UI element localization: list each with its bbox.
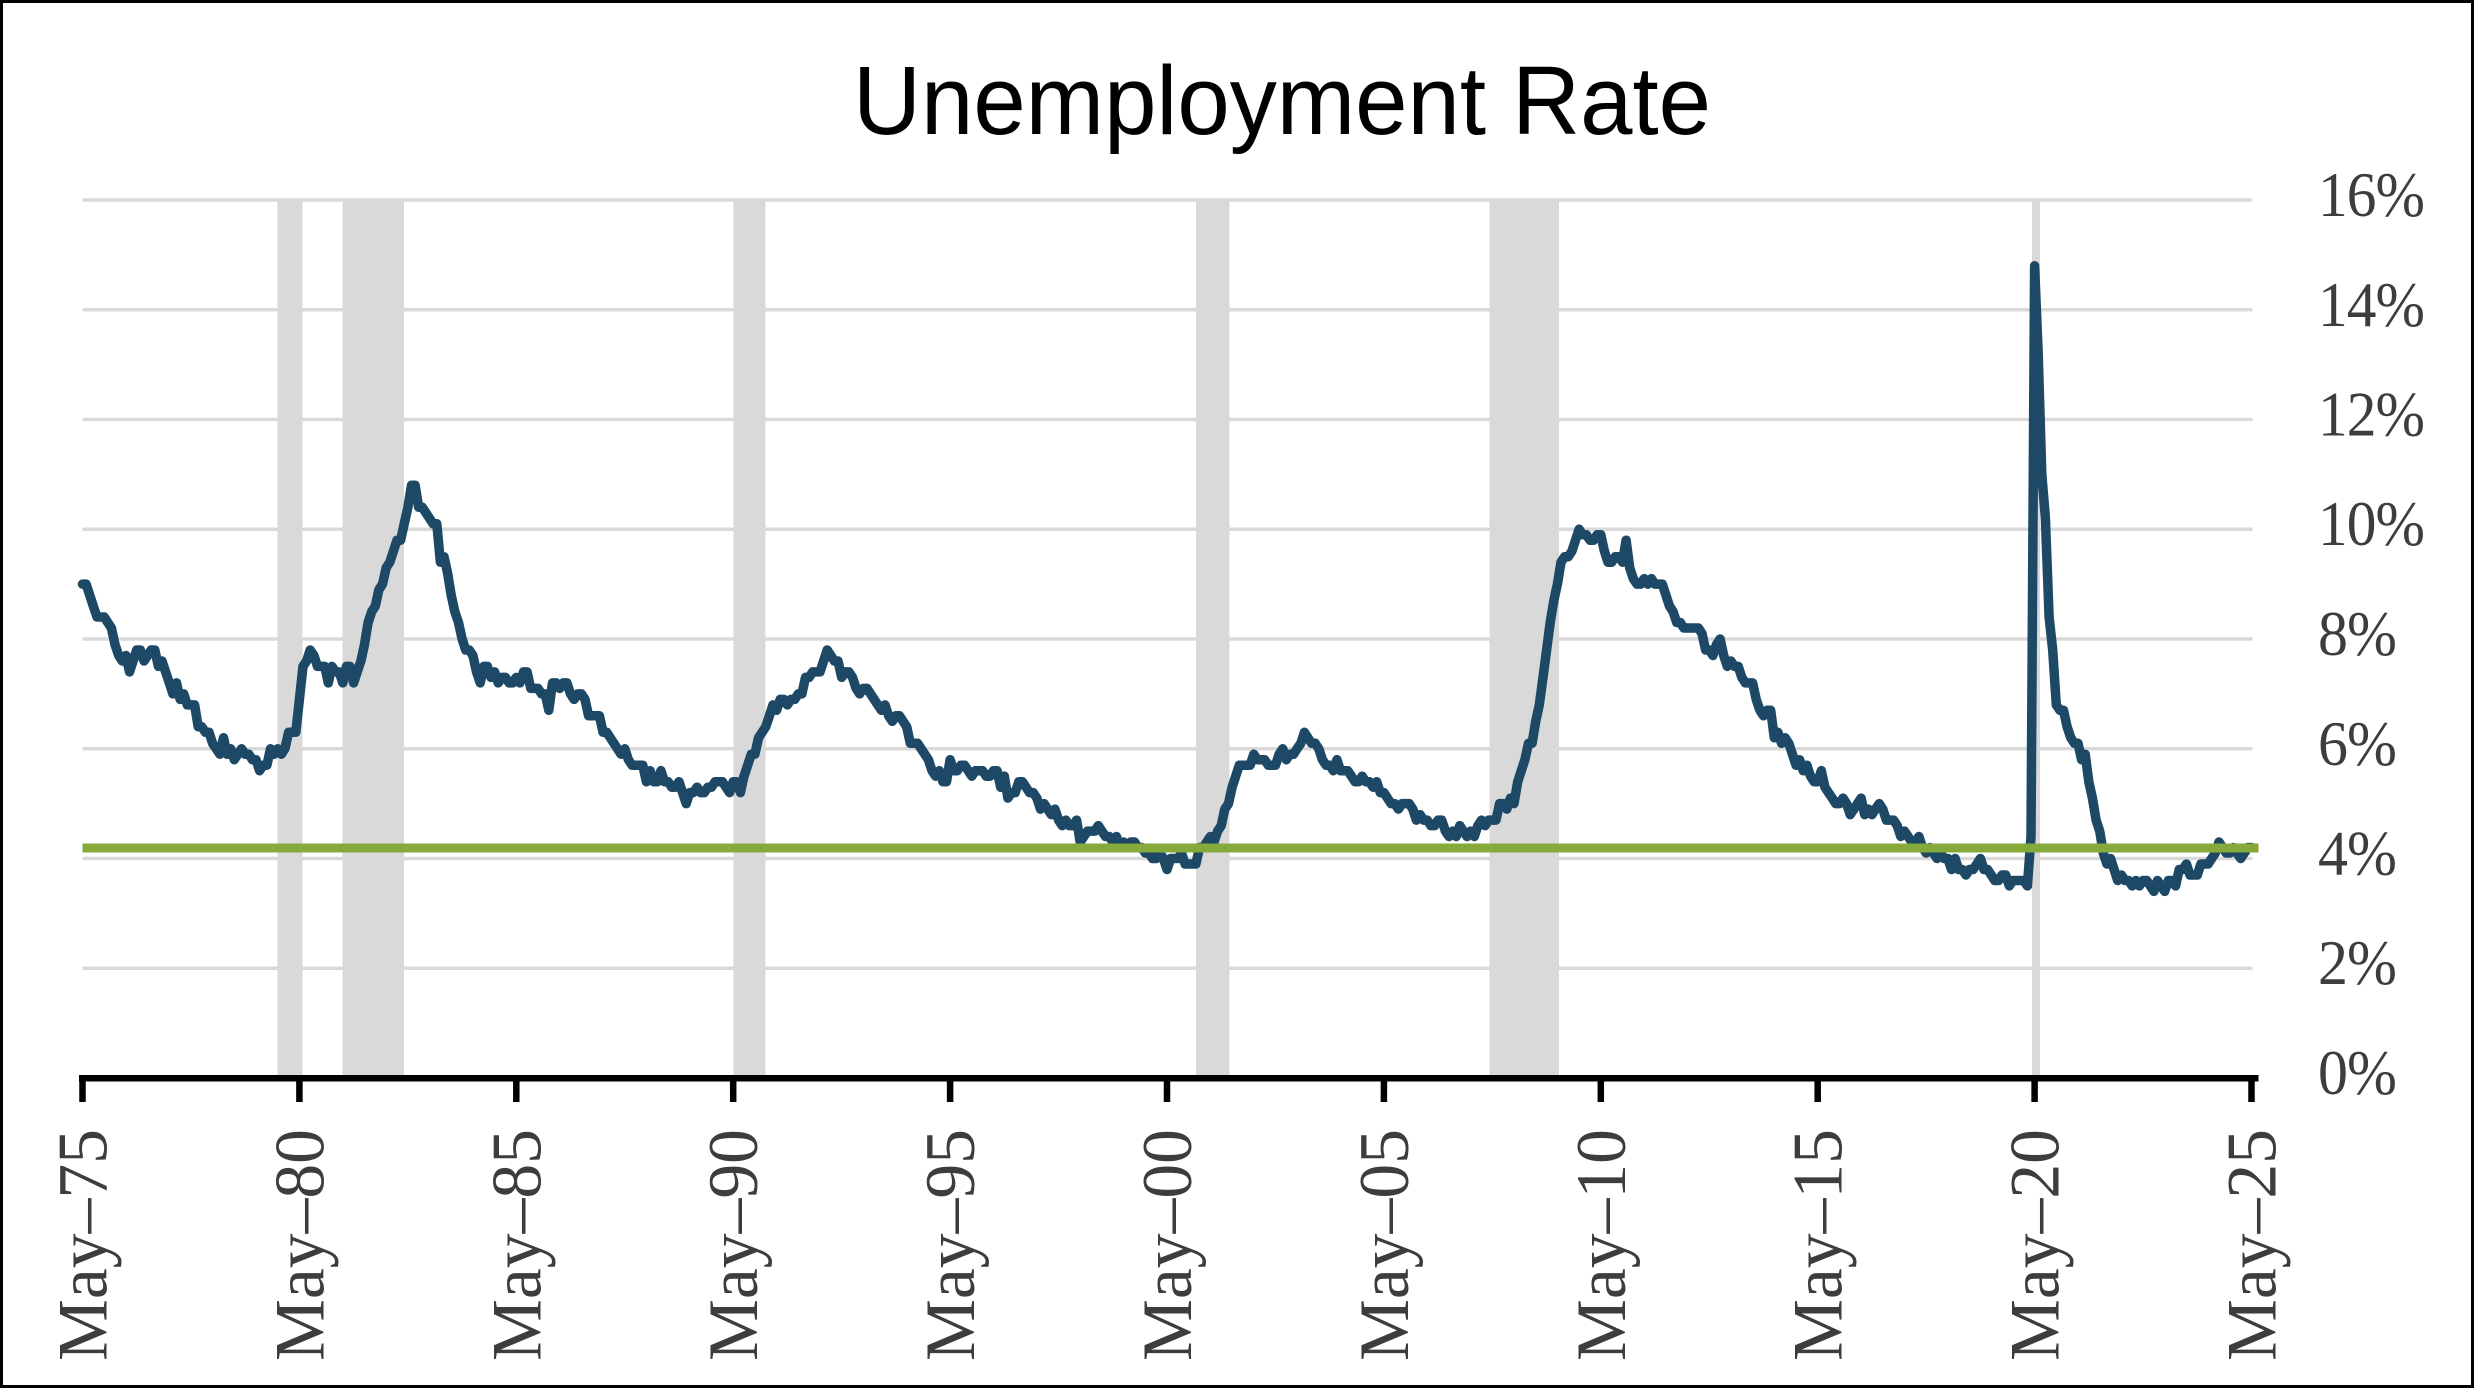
- svg-text:14%: 14%: [2318, 270, 2424, 340]
- svg-text:6%: 6%: [2318, 709, 2396, 779]
- svg-text:May–10: May–10: [1563, 1129, 1641, 1361]
- svg-text:May–05: May–05: [1346, 1129, 1424, 1361]
- svg-text:10%: 10%: [2318, 489, 2424, 559]
- svg-text:4%: 4%: [2318, 819, 2396, 889]
- svg-text:May–95: May–95: [912, 1129, 990, 1361]
- svg-text:May–75: May–75: [45, 1129, 123, 1361]
- svg-text:May–20: May–20: [1997, 1129, 2075, 1361]
- svg-text:12%: 12%: [2318, 380, 2424, 450]
- svg-text:16%: 16%: [2318, 160, 2424, 230]
- svg-text:May–90: May–90: [695, 1129, 773, 1361]
- svg-text:May–00: May–00: [1129, 1129, 1207, 1361]
- svg-text:May–80: May–80: [261, 1129, 339, 1361]
- svg-text:0%: 0%: [2318, 1038, 2396, 1108]
- svg-text:Unemployment Rate: Unemployment Rate: [853, 46, 1711, 155]
- svg-text:2%: 2%: [2318, 928, 2396, 998]
- svg-text:May–15: May–15: [1780, 1129, 1858, 1361]
- svg-text:8%: 8%: [2318, 599, 2396, 669]
- svg-text:May–85: May–85: [478, 1129, 556, 1361]
- svg-text:May–25: May–25: [2214, 1129, 2292, 1361]
